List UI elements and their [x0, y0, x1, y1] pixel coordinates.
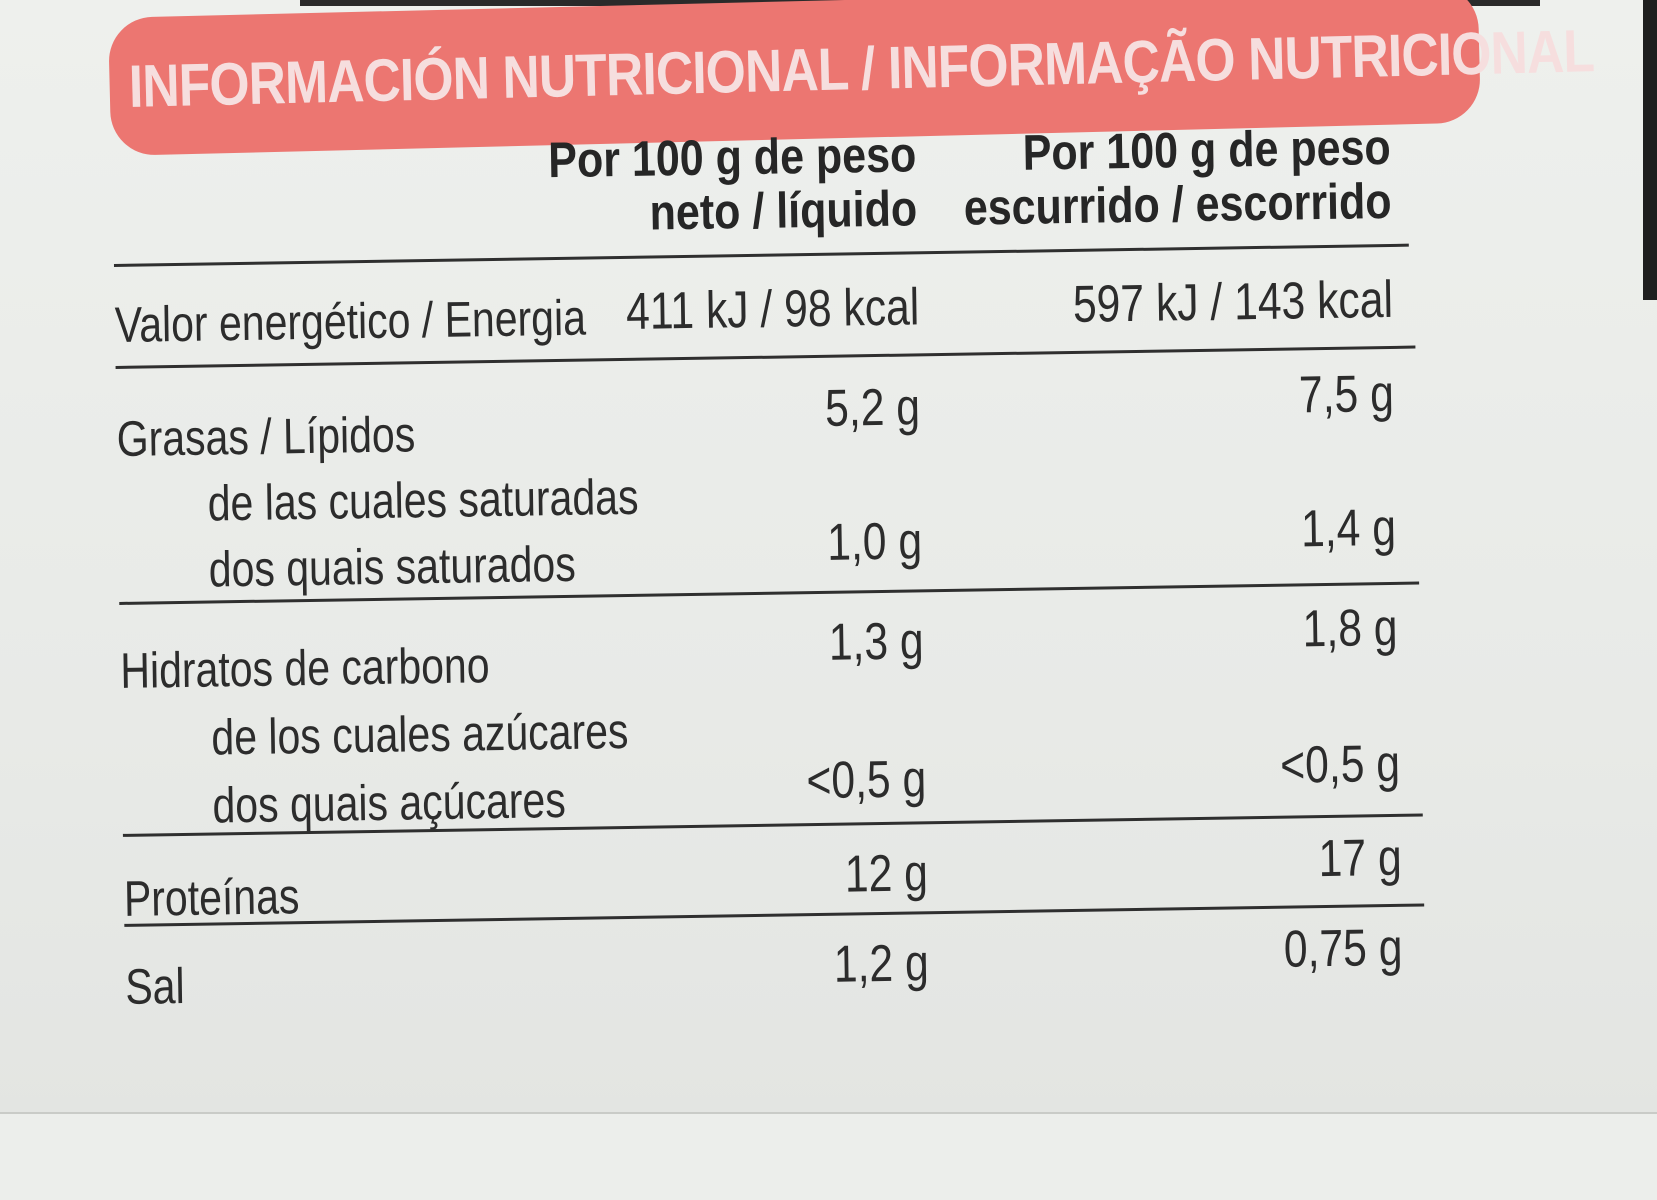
- value-protein-drained: 17 g: [1317, 828, 1402, 889]
- row-label-fat: Grasas / Lípidos: [116, 406, 416, 467]
- column-header-drained-line1: Por 100 g de peso: [1021, 118, 1391, 181]
- table-rule: [124, 903, 1425, 927]
- value-carbs-net: 1,3 g: [828, 612, 925, 672]
- package-fold-line: [0, 1112, 1657, 1114]
- column-header-drained: Por 100 g de peso escurrido / escorrido: [962, 118, 1392, 236]
- value-fat-drained: 7,5 g: [1298, 364, 1395, 425]
- column-header-net: Por 100 g de peso neto / líquido: [547, 126, 918, 241]
- row-label-salt: Sal: [124, 957, 185, 1015]
- row-label-energy: Valor energético / Energia: [114, 289, 587, 353]
- value-salt-drained: 0,75 g: [1283, 918, 1404, 979]
- value-protein-net: 12 g: [844, 844, 929, 904]
- row-label-saturated-pt: dos quais saturados: [208, 535, 577, 598]
- table-rule: [113, 243, 1409, 267]
- value-carbs-drained: 1,8 g: [1302, 598, 1399, 659]
- column-header-net-line2: neto / líquido: [649, 180, 918, 241]
- value-salt-net: 1,2 g: [833, 934, 930, 994]
- value-saturated-drained: 1,4 g: [1300, 498, 1397, 559]
- package-bottom-strip: [0, 1114, 1657, 1200]
- value-fat-net: 5,2 g: [825, 378, 921, 438]
- value-sugars-drained: <0,5 g: [1279, 734, 1401, 795]
- value-sugars-net: <0,5 g: [805, 750, 927, 811]
- row-label-carbs: Hidratos de carbono: [119, 637, 490, 699]
- value-energy-net: 411 kJ / 98 kcal: [625, 278, 920, 341]
- package-right-edge: [1643, 0, 1657, 300]
- column-header-drained-line2: escurrido / escorrido: [962, 172, 1392, 236]
- row-label-saturated-es: de las cuales saturadas: [207, 468, 639, 532]
- column-header-net-line1: Por 100 g de peso: [547, 126, 917, 189]
- row-label-sugars-es: de los cuales azúcares: [210, 702, 629, 766]
- value-energy-drained: 597 kJ / 143 kcal: [1072, 270, 1394, 334]
- value-saturated-net: 1,0 g: [827, 512, 923, 572]
